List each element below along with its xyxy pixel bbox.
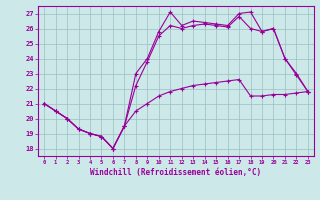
X-axis label: Windchill (Refroidissement éolien,°C): Windchill (Refroidissement éolien,°C) bbox=[91, 168, 261, 177]
